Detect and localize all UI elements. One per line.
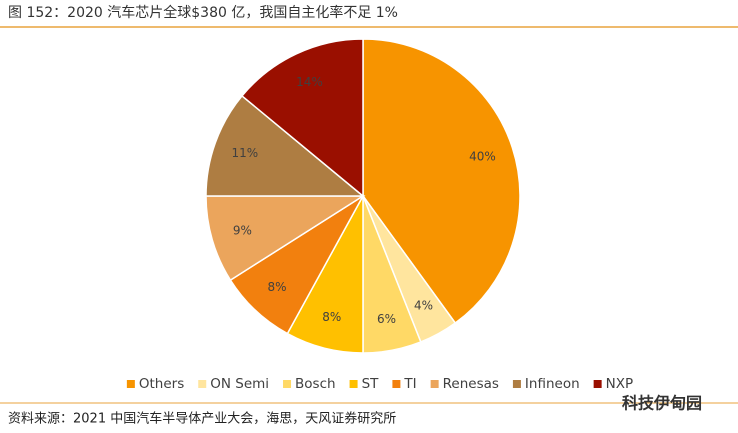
legend-label: NXP [606, 376, 634, 392]
data-label: 4% [414, 299, 433, 313]
legend-swatch [430, 380, 439, 388]
legend-swatch [392, 380, 401, 388]
pie-slice [205, 94, 366, 197]
legend-label: Others [139, 376, 184, 392]
data-label: 6% [377, 312, 396, 326]
legend-label: ON Semi [210, 376, 269, 392]
legend-label: Bosch [295, 376, 336, 392]
legend-swatch [283, 380, 292, 388]
data-label: 40% [469, 150, 496, 164]
data-label: 14% [296, 75, 323, 89]
legend-label: Infineon [525, 376, 580, 392]
data-label: 9% [233, 224, 252, 238]
legend-label: ST [362, 376, 380, 392]
pie-slice [205, 195, 366, 282]
legend-swatch [593, 380, 602, 388]
legend-swatch [349, 380, 358, 388]
watermark: 科技伊甸园 [622, 394, 702, 413]
legend-swatch [126, 380, 135, 388]
data-label: 8% [322, 310, 341, 324]
legend-label: TI [403, 376, 416, 392]
data-label: 8% [267, 280, 286, 294]
chart-title: 图 152：2020 汽车芯片全球$380 亿，我国自主化率不足 1% [8, 4, 398, 21]
legend-swatch [512, 380, 521, 388]
pie-slice [362, 38, 521, 325]
legend-swatch [198, 380, 207, 388]
legend-label: Renesas [443, 376, 499, 392]
data-label: 11% [231, 146, 258, 160]
pie-slice [240, 38, 364, 198]
source: 资料来源：2021 中国汽车半导体产业大会，海思，天风证券研究所 [8, 411, 396, 427]
